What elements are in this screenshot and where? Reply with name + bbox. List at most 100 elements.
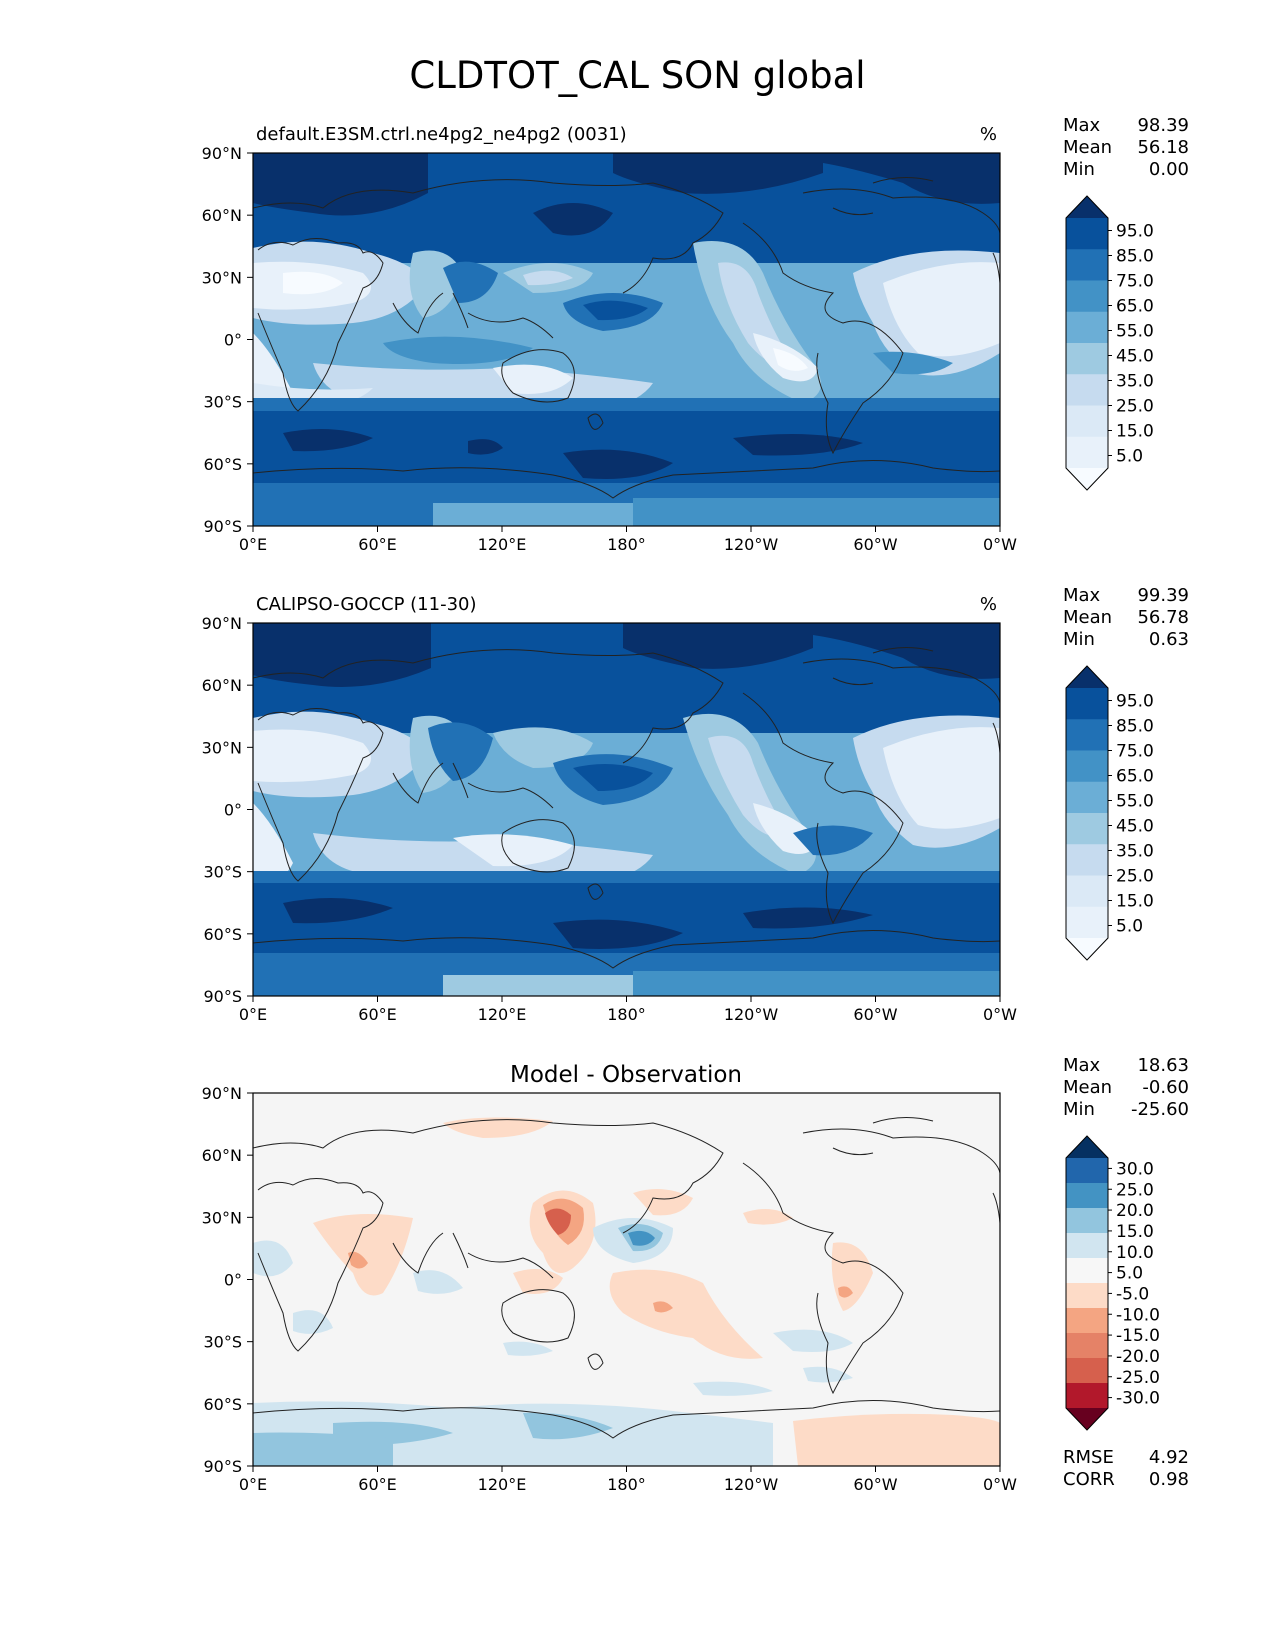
colorbar-tick-label: 15.0 <box>1116 1222 1154 1242</box>
colorbar-tick-label: 75.0 <box>1116 742 1154 762</box>
y-tick-label: 0° <box>224 331 242 350</box>
stat-label: Max <box>1063 1055 1101 1076</box>
x-tick-label: 0°E <box>239 1005 267 1024</box>
stat-label: Max <box>1063 115 1101 136</box>
x-tick-label: 60°W <box>853 1475 897 1494</box>
panel-difference: Model - Observation <box>202 1055 1189 1494</box>
colorbar-extend-top <box>1066 196 1108 218</box>
colorbar-segment <box>1066 311 1108 344</box>
x-tick-label: 120°E <box>478 1005 527 1024</box>
colorbar-segment <box>1066 688 1108 720</box>
stat-label: CORR <box>1063 1469 1115 1490</box>
y-tick-label: 0° <box>224 801 242 820</box>
colorbar-tick-label: 45.0 <box>1116 817 1154 837</box>
panel-title: CALIPSO-GOCCP (11-30) <box>256 594 477 615</box>
colorbar-tick-label: 45.0 <box>1116 347 1154 367</box>
colorbar-extend-bottom <box>1066 1408 1108 1430</box>
colorbar-tick-label: 25.0 <box>1116 397 1154 417</box>
x-tick-label: 0°W <box>983 1005 1017 1024</box>
stat-label: Min <box>1063 159 1095 180</box>
contour-field <box>253 153 1000 526</box>
colorbar-segment <box>1066 249 1108 281</box>
y-tick-label: 30°S <box>203 1333 242 1352</box>
y-tick-label: 60°S <box>203 1395 242 1414</box>
colorbar-segment <box>1066 405 1108 438</box>
panel-observation: CALIPSO-GOCCP (11-30) % <box>202 585 1189 1024</box>
colorbar-tick-label: 65.0 <box>1116 767 1154 787</box>
colorbar-segment <box>1066 875 1108 908</box>
colorbar-tick-label: 65.0 <box>1116 297 1154 317</box>
colorbar-segment <box>1066 1358 1108 1384</box>
colorbar-tick-label: 25.0 <box>1116 1180 1154 1200</box>
x-tick-label: 120°E <box>478 535 527 554</box>
x-tick-label: 180° <box>607 535 646 554</box>
colorbar-tick-label: 55.0 <box>1116 792 1154 812</box>
stat-label: Min <box>1063 629 1095 650</box>
colorbar-tick-label: 85.0 <box>1116 247 1154 267</box>
colorbar-tick-label: -25.0 <box>1116 1368 1160 1388</box>
y-tick-label: 30°N <box>202 1208 242 1227</box>
colorbar-tick-label: 5.0 <box>1116 447 1143 467</box>
colorbar-segment <box>1066 374 1108 406</box>
colorbar-segment <box>1066 813 1108 845</box>
stat-value: 0.98 <box>1149 1469 1189 1490</box>
panel-title: default.E3SM.ctrl.ne4pg2_ne4pg2 (0031) <box>256 124 627 145</box>
colorbar-tick-label: -15.0 <box>1116 1326 1160 1346</box>
colorbar-tick-label: -5.0 <box>1116 1284 1149 1304</box>
x-tick-label: 0°W <box>983 1475 1017 1494</box>
colorbar-tick-label: 5.0 <box>1116 1264 1143 1284</box>
panel-model: default.E3SM.ctrl.ne4pg2_ne4pg2 (0031) % <box>202 115 1189 554</box>
colorbar-segment <box>1066 781 1108 814</box>
stat-value: 18.63 <box>1137 1055 1189 1076</box>
colorbar-outline <box>1065 665 1109 961</box>
colorbar-tick-label: 55.0 <box>1116 322 1154 342</box>
x-tick-label: 60°W <box>853 535 897 554</box>
coastlines <box>253 1117 1000 1439</box>
colorbar-extend-top <box>1066 666 1108 688</box>
units-label: % <box>980 124 997 145</box>
contour-field <box>253 623 1000 996</box>
y-tick-label: 60°N <box>202 206 242 225</box>
x-tick-label: 60°E <box>358 535 396 554</box>
stat-label: Mean <box>1063 137 1112 158</box>
colorbar-outline <box>1065 195 1109 491</box>
colorbar-segment <box>1066 1158 1108 1184</box>
colorbar-segment <box>1066 906 1108 939</box>
colorbar-tick-label: 20.0 <box>1116 1201 1154 1221</box>
colorbar-outline <box>1065 1135 1109 1431</box>
colorbar-tick-label: 5.0 <box>1116 917 1143 937</box>
stat-label: Max <box>1063 585 1101 606</box>
y-tick-label: 60°N <box>202 676 242 695</box>
units-label: % <box>980 594 997 615</box>
coastlines <box>253 647 1000 969</box>
x-tick-label: 180° <box>607 1475 646 1494</box>
coastlines <box>253 177 1000 499</box>
y-tick-label: 0° <box>224 1271 242 1290</box>
colorbar-tick-label: -20.0 <box>1116 1347 1160 1367</box>
stat-value: 4.92 <box>1149 1447 1189 1468</box>
stat-label: RMSE <box>1063 1447 1114 1468</box>
colorbar-segment <box>1066 844 1108 876</box>
x-tick-label: 60°E <box>358 1005 396 1024</box>
x-tick-label: 0°W <box>983 535 1017 554</box>
y-tick-label: 60°N <box>202 1146 242 1165</box>
stat-label: Mean <box>1063 607 1112 628</box>
colorbar-segment <box>1066 343 1108 375</box>
x-tick-label: 0°E <box>239 1475 267 1494</box>
y-tick-label: 90°N <box>202 614 242 633</box>
y-tick-label: 90°N <box>202 144 242 163</box>
figure-title: CLDTOT_CAL SON global <box>409 54 866 97</box>
y-tick-label: 30°S <box>203 393 242 412</box>
y-tick-label: 60°S <box>203 455 242 474</box>
contour-field <box>253 1093 1000 1466</box>
colorbar-segment <box>1066 280 1108 313</box>
y-tick-label: 30°N <box>202 738 242 757</box>
colorbar-segment <box>1066 218 1108 250</box>
colorbar-tick-label: 95.0 <box>1116 222 1154 242</box>
x-tick-label: 120°E <box>478 1475 527 1494</box>
colorbar-tick-label: 10.0 <box>1116 1243 1154 1263</box>
colorbar-tick-label: 15.0 <box>1116 892 1154 912</box>
stat-value: 56.18 <box>1137 137 1189 158</box>
colorbar-segment <box>1066 750 1108 783</box>
